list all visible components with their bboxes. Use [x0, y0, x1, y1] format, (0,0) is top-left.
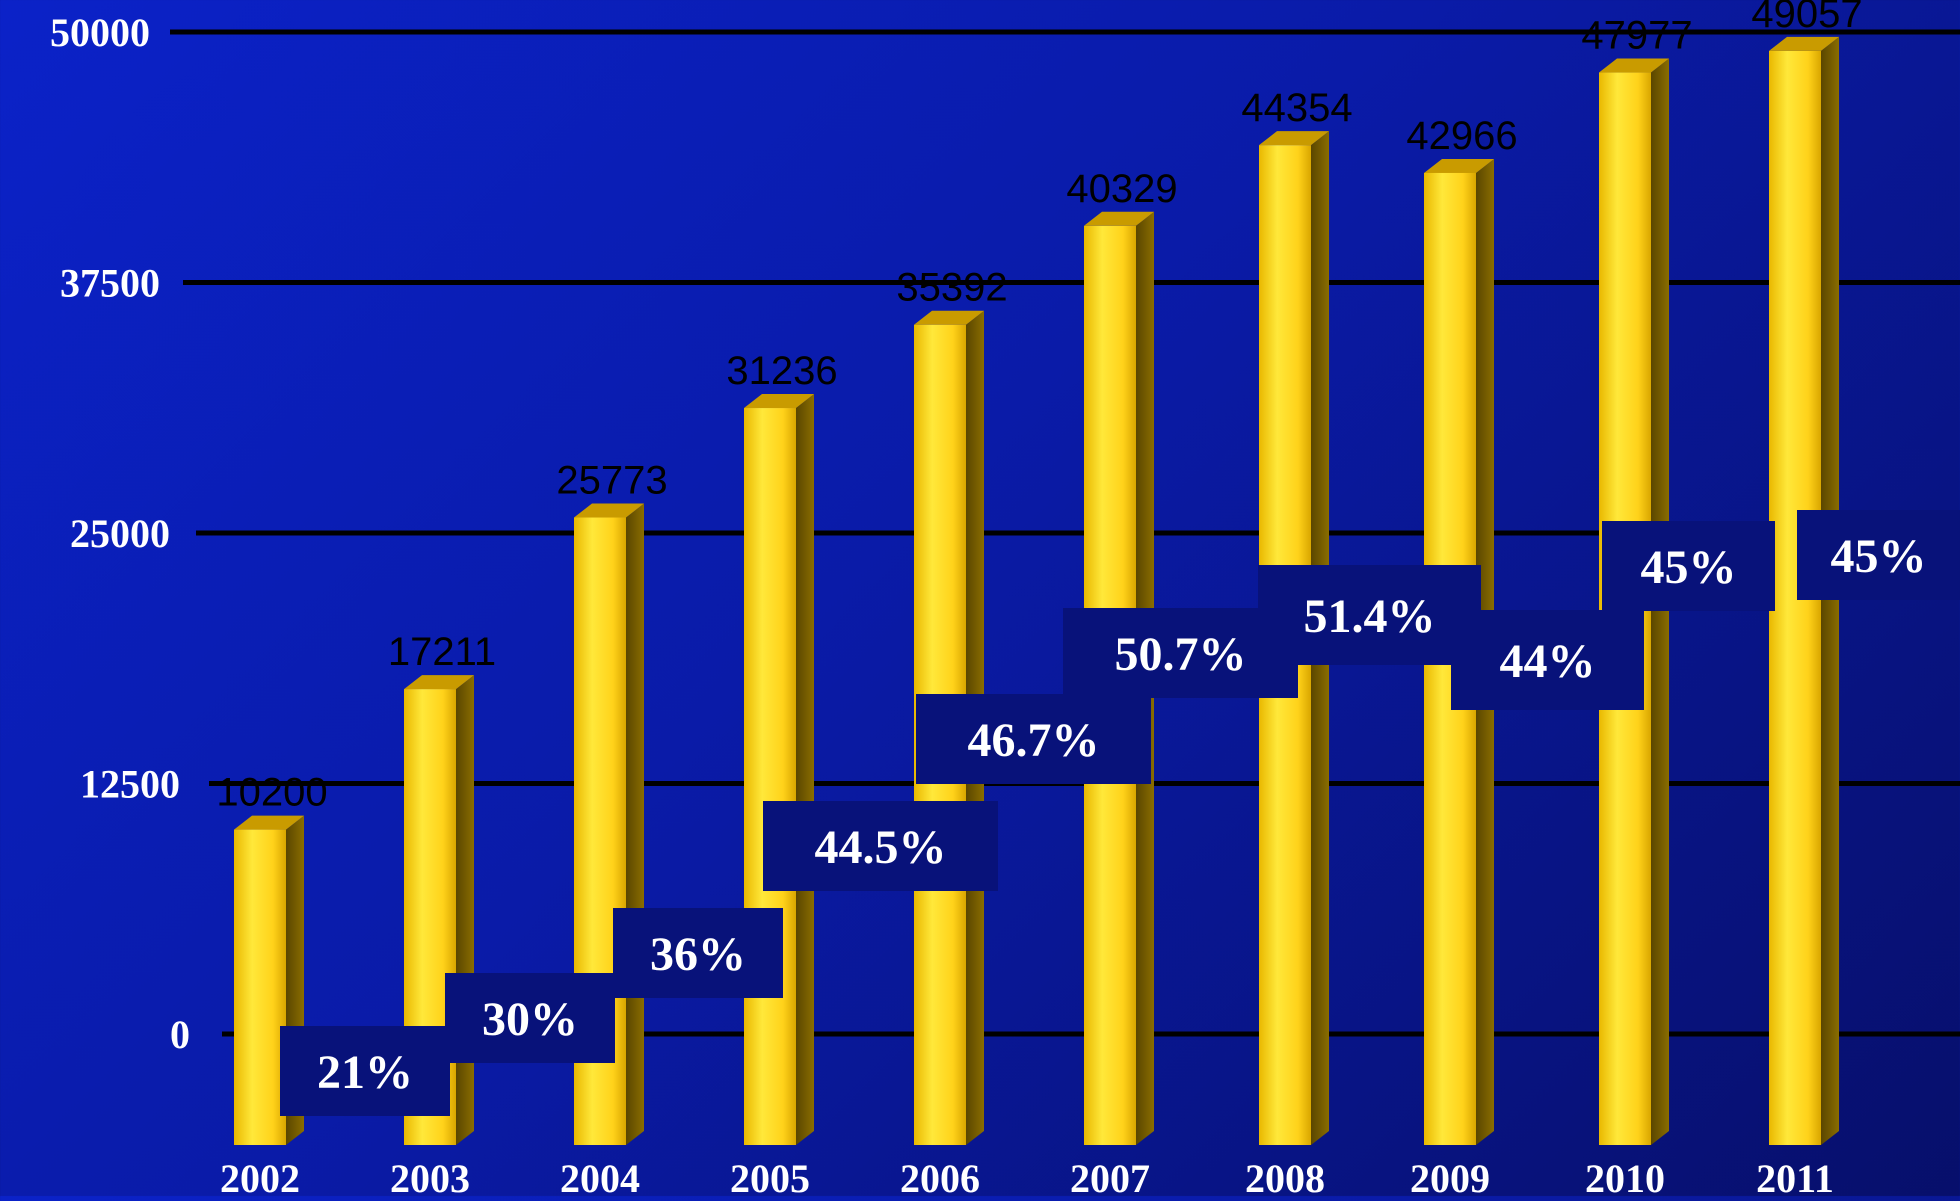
y-axis: 0 12500 25000 37500 50000 — [50, 10, 190, 1057]
bar-side — [626, 503, 644, 1145]
bar-top — [1769, 36, 1839, 51]
x-tick-label: 2003 — [390, 1156, 470, 1196]
percent-box — [916, 694, 1151, 784]
value-label: 40329 — [1066, 167, 1177, 211]
bar-top — [1259, 131, 1329, 146]
percent-text: 46.7% — [968, 714, 1100, 767]
y-tick-label: 50000 — [50, 10, 150, 55]
percent-label: 30% — [445, 973, 615, 1063]
x-tick-label: 2002 — [220, 1156, 300, 1196]
bar-top — [744, 394, 814, 409]
percent-text: 45% — [1831, 530, 1927, 583]
percent-label: 45% — [1602, 521, 1775, 611]
bar-side — [796, 394, 814, 1146]
x-tick-label: 2006 — [900, 1156, 980, 1196]
y-tick-label: 37500 — [60, 261, 160, 306]
x-tick-label: 2007 — [1070, 1156, 1150, 1196]
bar-front — [234, 829, 286, 1145]
x-tick-label: 2004 — [560, 1156, 640, 1196]
bar — [1084, 211, 1154, 1146]
percent-box — [1451, 610, 1644, 710]
bar-top — [1599, 58, 1669, 73]
percent-label: 44% — [1451, 610, 1644, 710]
bar — [744, 394, 814, 1146]
percent-text: 36% — [650, 928, 746, 981]
percent-labels: 21% 30% 36% 44.5% 46.7% 50.7% 51.4% 44% 45% 45% — [280, 510, 1960, 1116]
percent-text: 44% — [1500, 635, 1596, 688]
percent-label: 45% — [1797, 510, 1960, 600]
value-labels: 10200 17211 25773 31236 35392 40329 44354 42966… — [216, 0, 1862, 815]
value-label: 10200 — [216, 771, 327, 815]
percent-label: 21% — [280, 1026, 450, 1116]
percent-text: 50.7% — [1115, 628, 1247, 681]
value-label: 49057 — [1751, 0, 1862, 36]
bar-top — [574, 503, 644, 518]
percent-box — [1258, 565, 1481, 665]
percent-label: 36% — [613, 908, 783, 998]
percent-label: 44.5% — [763, 801, 998, 891]
y-tick-label: 12500 — [80, 762, 180, 807]
x-tick-label: 2011 — [1756, 1156, 1834, 1196]
bar-top — [404, 675, 474, 690]
percent-text: 44.5% — [815, 821, 947, 874]
value-label: 17211 — [388, 630, 496, 674]
x-tick-label: 2009 — [1410, 1156, 1490, 1196]
x-axis: 2002 2003 2004 2005 2006 2007 2008 2009 2010 2011 — [220, 1156, 1834, 1201]
y-tick-label: 25000 — [70, 511, 170, 556]
percent-box — [613, 908, 783, 998]
percent-text: 21% — [317, 1046, 413, 1099]
percent-text: 30% — [482, 993, 578, 1046]
bar-front — [744, 408, 796, 1146]
value-label: 42966 — [1406, 114, 1517, 158]
y-tick-label: 0 — [170, 1012, 190, 1057]
percent-label: 46.7% — [916, 694, 1151, 784]
value-label: 31236 — [726, 349, 837, 393]
bar-top — [1084, 211, 1154, 226]
value-label: 25773 — [556, 459, 667, 503]
x-tick-label: 2010 — [1585, 1156, 1665, 1196]
x-tick-label: 2008 — [1245, 1156, 1325, 1196]
bar-top — [1424, 158, 1494, 173]
percent-box — [1602, 521, 1775, 611]
percent-box — [763, 801, 998, 891]
percent-text: 45% — [1641, 541, 1737, 594]
percent-text: 51.4% — [1304, 590, 1436, 643]
value-label: 47977 — [1581, 14, 1692, 58]
bar-top — [914, 310, 984, 325]
value-label: 44354 — [1241, 86, 1352, 130]
value-label: 35392 — [896, 266, 1007, 310]
percent-box — [1797, 510, 1960, 600]
percent-box — [280, 1026, 450, 1116]
percent-box — [445, 973, 615, 1063]
x-tick-label: 2005 — [730, 1156, 810, 1196]
bar-top — [234, 815, 304, 830]
percent-label: 51.4% — [1258, 565, 1481, 665]
bar-side — [456, 675, 474, 1145]
